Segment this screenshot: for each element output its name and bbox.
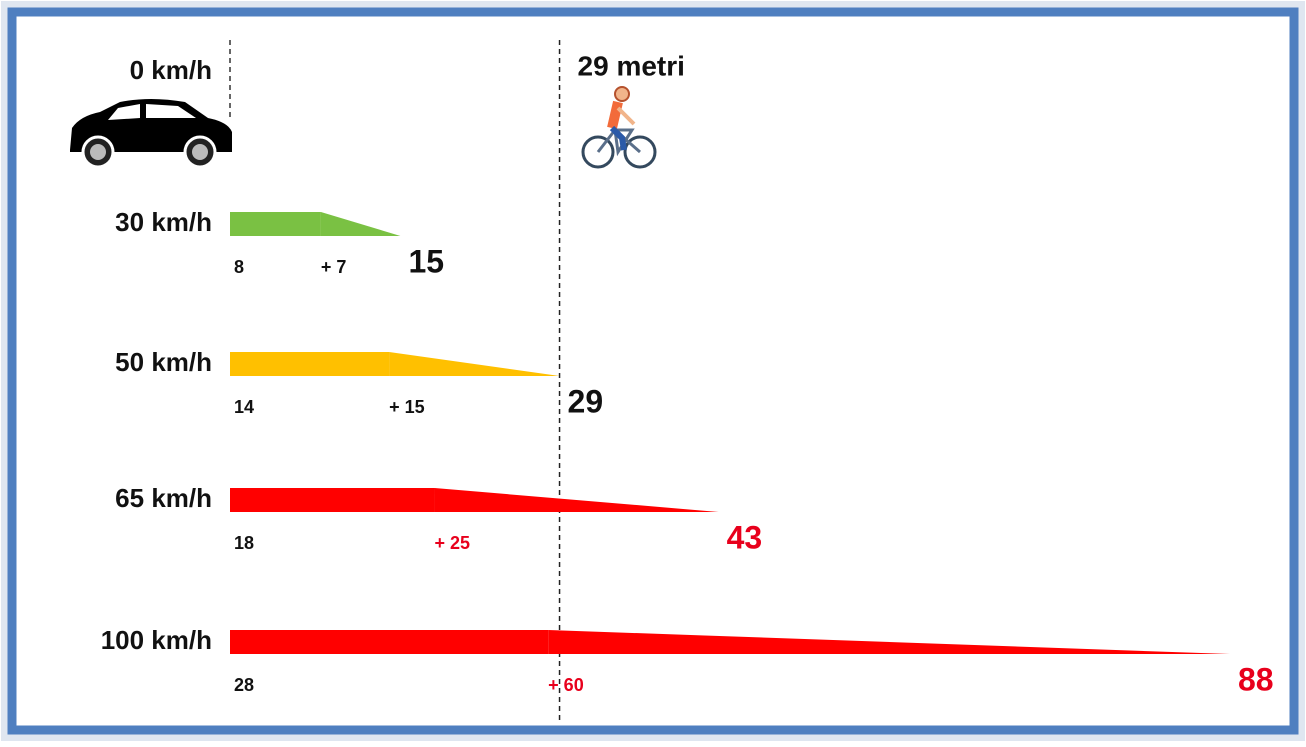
total-label: 29 xyxy=(568,383,604,419)
braking-bar xyxy=(434,488,719,512)
total-label: 88 xyxy=(1238,661,1274,697)
car-icon xyxy=(70,99,232,169)
reference-label: 29 metri xyxy=(578,50,685,81)
start-label: 0 km/h xyxy=(130,55,212,85)
braking-bar xyxy=(320,212,401,236)
row-label: 65 km/h xyxy=(115,483,212,513)
braking-label: + 25 xyxy=(435,533,471,553)
cyclist-icon xyxy=(581,86,657,169)
total-label: 15 xyxy=(408,243,444,279)
reaction-bar xyxy=(230,352,390,376)
braking-bar xyxy=(389,352,560,376)
row-label: 50 km/h xyxy=(115,347,212,377)
row-label: 100 km/h xyxy=(101,625,212,655)
braking-label: + 60 xyxy=(548,675,584,695)
reaction-bar xyxy=(230,488,435,512)
braking-label: + 15 xyxy=(389,397,425,417)
reaction-bar xyxy=(230,630,549,654)
total-label: 43 xyxy=(727,519,763,555)
reaction-label: 18 xyxy=(234,533,254,553)
row-label: 30 km/h xyxy=(115,207,212,237)
braking-label: + 7 xyxy=(321,257,347,277)
braking-bar xyxy=(548,630,1230,654)
reaction-label: 8 xyxy=(234,257,244,277)
reaction-label: 14 xyxy=(234,397,254,417)
reaction-bar xyxy=(230,212,321,236)
reaction-label: 28 xyxy=(234,675,254,695)
